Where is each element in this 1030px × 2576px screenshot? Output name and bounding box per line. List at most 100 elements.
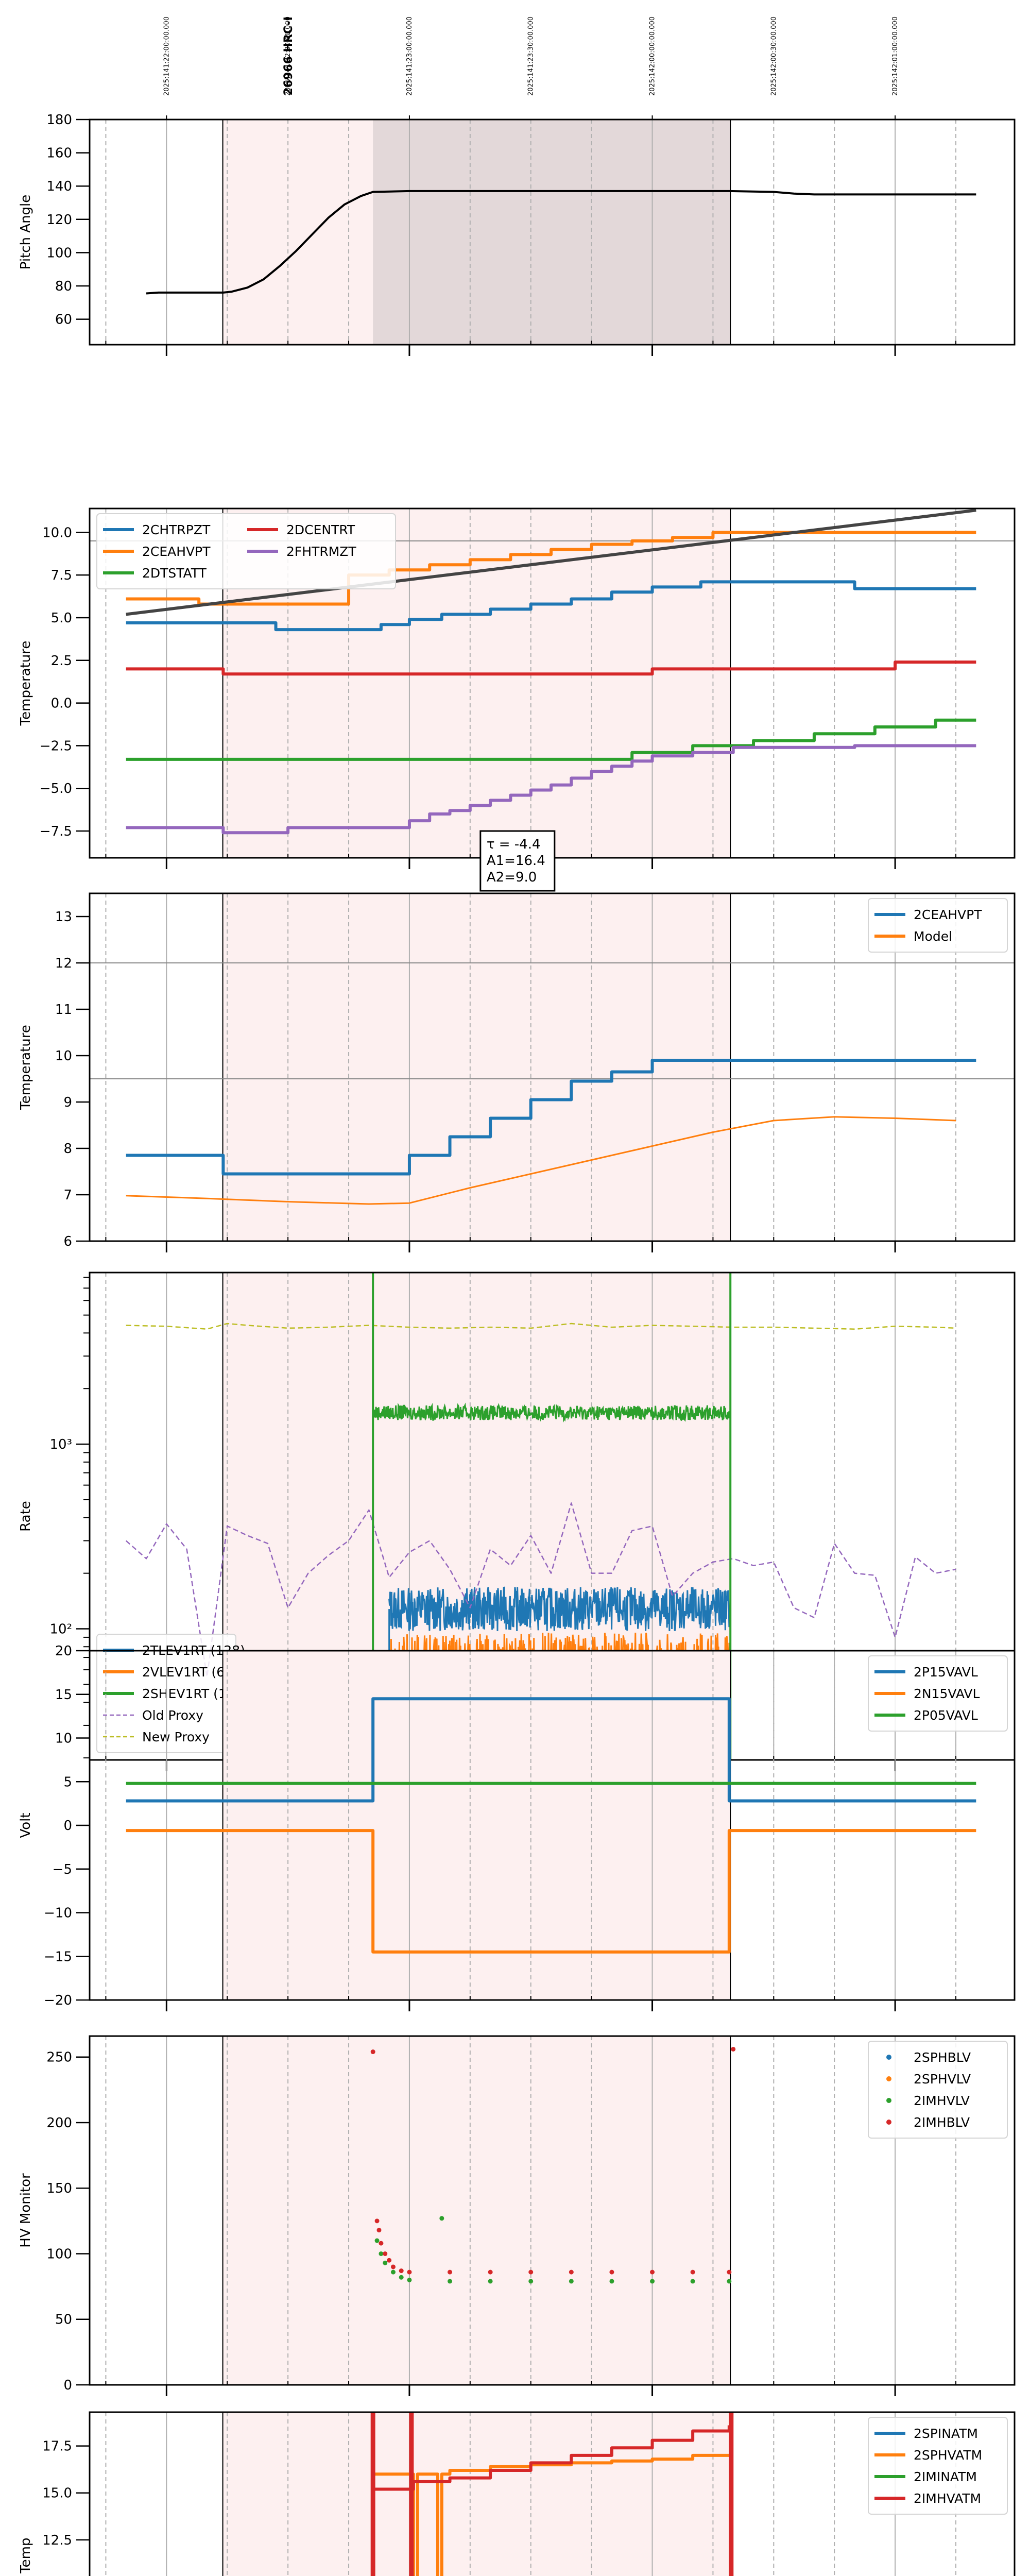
legend-box	[96, 513, 396, 589]
y-tick-label: 140	[46, 179, 72, 194]
data-point-2IMHVLV	[448, 2279, 453, 2284]
data-point-2IMHBLV	[376, 2228, 382, 2233]
top-time-label: 2025:141:22:00:00.000	[163, 16, 170, 96]
y-tick-label: 6	[63, 1234, 72, 1249]
y-tick-label: −10	[44, 1906, 72, 1921]
series-2CHTRPZT	[126, 580, 976, 632]
legend-label: 2DTSTATT	[142, 566, 207, 581]
y-tick-label: 0	[63, 1818, 72, 1834]
legend-marker	[886, 2076, 891, 2081]
series-Old Proxy	[125, 1502, 956, 1677]
y-axis-label: HV Monitor	[18, 2173, 33, 2248]
y-tick-label: −5	[53, 1862, 72, 1877]
top-time-label: 2025:141:23:30:00.000	[527, 16, 535, 96]
legend-marker	[886, 2055, 891, 2060]
plot-area	[126, 1697, 976, 1954]
data-point-2IMHBLV	[374, 2218, 380, 2224]
y-tick-label: 5	[63, 1774, 72, 1790]
legend-box	[868, 1655, 1008, 1732]
data-point-2IMHVLV	[390, 2269, 396, 2275]
y-tick-label: 60	[55, 312, 72, 328]
data-point-2IMHVLV	[690, 2279, 695, 2284]
series-2IMHVATM	[373, 2425, 731, 2491]
series-2FHTRMZT	[126, 744, 976, 835]
legend: 2SPINATM 2SPHVATM 2IMINATM 2IMHVATM	[868, 2417, 1008, 2515]
y-tick-label: 0	[63, 2378, 72, 2393]
legend: 2CEAHVPT Model	[868, 898, 1008, 953]
legend-label: 2CEAHVPT	[142, 544, 211, 559]
y-tick-label: 100	[46, 2246, 72, 2262]
shaded-interval	[222, 893, 731, 1241]
y-tick-label: 200	[46, 2115, 72, 2131]
data-point-2IMHVLV	[650, 2279, 655, 2284]
fit-annotation-text: A2=9.0	[487, 870, 537, 885]
data-point-2IMHBLV	[387, 2258, 392, 2263]
y-tick-label: 100	[46, 245, 72, 261]
data-point-2IMHVLV	[374, 2238, 380, 2243]
y-axis-label: Detector Temp	[18, 2538, 33, 2576]
y-tick-label: 7.5	[51, 568, 72, 583]
plot-area	[126, 1059, 976, 1205]
data-point-2IMHVLV	[383, 2260, 388, 2265]
y-axis-label: Temperature	[18, 641, 33, 726]
series-New Proxy	[126, 1323, 956, 1330]
y-axis-label: Temperature	[18, 1025, 33, 1110]
y-tick-label: 10²	[49, 1622, 72, 1637]
data-point-2IMHVLV	[407, 2277, 412, 2282]
data-point-2IMHBLV	[448, 2269, 453, 2275]
dark-interval	[373, 120, 731, 345]
legend-label: 2IMHBLV	[914, 2115, 970, 2130]
legend-label: 2N15VAVL	[914, 1686, 980, 1701]
y-tick-label: 12.5	[42, 2533, 72, 2548]
y-axis-label: Pitch Angle	[18, 195, 33, 270]
series-2DTSTATT	[126, 718, 976, 761]
y-tick-label: 15.0	[42, 2486, 72, 2501]
top-time-label: 2025:142:01:00:00.000	[891, 16, 899, 96]
legend-label: 2FHTRMZT	[286, 544, 356, 559]
y-tick-label: 17.5	[42, 2439, 72, 2454]
panel-2: −7.5 −5.0 −2.5 0.0 2.5 5.0 7.5 10.0 Temperature τ…	[18, 507, 1016, 892]
y-tick-label: 150	[46, 2181, 72, 2196]
fit-annotation-box	[479, 830, 556, 892]
data-point-2IMHBLV	[609, 2269, 614, 2275]
plot-area	[370, 2412, 734, 2576]
data-point-2IMHBLV	[690, 2269, 695, 2275]
plot-area	[370, 2046, 736, 2284]
top-time-label: 2025:142:00:00:00.000	[649, 16, 657, 96]
legend-box	[868, 2417, 1008, 2515]
y-tick-label: 12	[55, 956, 72, 971]
y-tick-label: 5.0	[51, 611, 72, 626]
y-tick-label: 10.0	[42, 525, 72, 540]
legend-box	[868, 2041, 1008, 2139]
y-axis-label: Volt	[18, 1812, 33, 1838]
series-Fit	[126, 509, 976, 616]
data-point-2IMHVLV	[727, 2279, 732, 2284]
axes-frame	[89, 2035, 1016, 2386]
panel-5: −20−15−10−505101520Volt2P15VAVL2N15VAVL2…	[18, 1643, 1016, 2011]
series-2N15VAVL	[126, 1829, 976, 1954]
legend-label: 2SPINATM	[914, 2426, 978, 2441]
y-tick-label: −15	[44, 1949, 72, 1964]
y-tick-label: 120	[46, 212, 72, 228]
y-tick-label: −5.0	[40, 781, 72, 796]
y-tick-label: 9	[63, 1095, 72, 1110]
legend-label: 2IMHVLV	[914, 2093, 970, 2108]
y-axis-label: Rate	[18, 1501, 33, 1532]
series-2DCENTRT	[126, 660, 976, 676]
series-2P15VAVL	[126, 1697, 976, 1803]
fit-annotation-text: τ = -4.4	[487, 837, 541, 852]
legend-box	[868, 898, 1008, 953]
data-point-2IMHVLV	[569, 2279, 574, 2284]
data-point-2IMHBLV	[383, 2251, 388, 2256]
series-Model	[126, 1116, 956, 1205]
legend-label: New Proxy	[142, 1730, 210, 1744]
data-point-2IMHVLV	[609, 2279, 614, 2284]
legend-label: 2DCENTRT	[286, 522, 355, 537]
legend: 2P15VAVL 2N15VAVL 2P05VAVL	[868, 1655, 1008, 1732]
legend: 2SPHBLV 2SPHVLV 2IMHVLV 2IMHBLV	[868, 2041, 1008, 2139]
data-point-2IMHBLV	[528, 2269, 534, 2275]
top-time-label: 2025:142:00:30:00.000	[770, 16, 778, 96]
legend-label: 2VLEV1RT (63)	[142, 1665, 238, 1680]
